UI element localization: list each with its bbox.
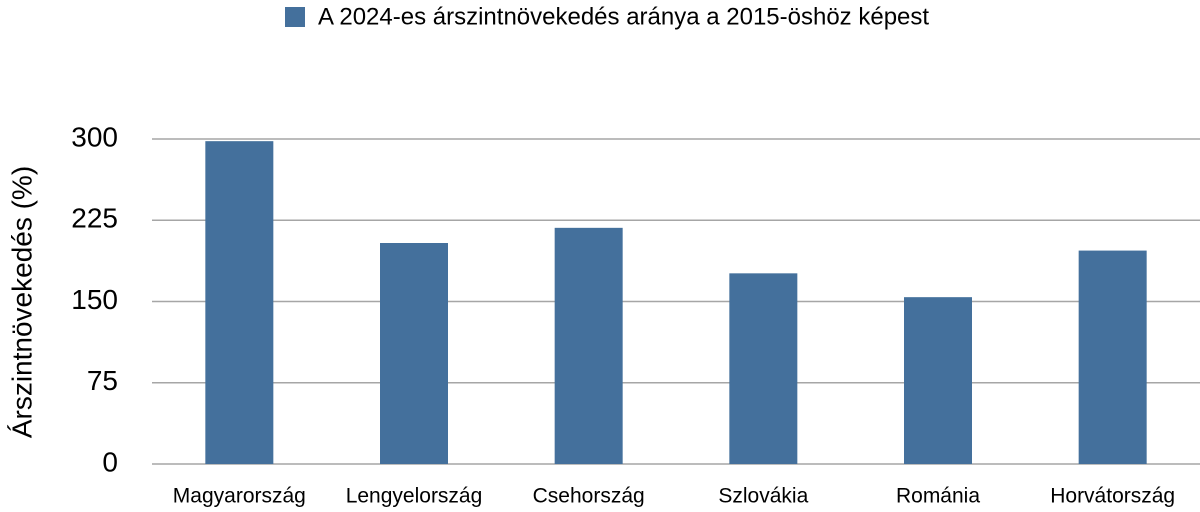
y-axis-title: Árszintnövekedés (%) bbox=[6, 166, 37, 438]
bar bbox=[380, 243, 448, 464]
y-tick-label: 75 bbox=[87, 365, 118, 396]
x-tick-label: Szlovákia bbox=[718, 485, 808, 508]
y-tick-label: 150 bbox=[71, 284, 118, 315]
bar bbox=[205, 141, 274, 464]
bar bbox=[554, 227, 623, 464]
bar bbox=[904, 297, 972, 464]
bar bbox=[729, 273, 798, 464]
legend-label: A 2024-es árszintnövekedés aránya a 2015… bbox=[318, 3, 929, 30]
legend-swatch bbox=[285, 7, 305, 27]
bar bbox=[1078, 250, 1147, 464]
x-tick-label: Horvátország bbox=[1050, 485, 1175, 508]
x-tick-label: Lengyelország bbox=[346, 485, 483, 508]
x-tick-label: Csehország bbox=[533, 485, 645, 508]
x-tick-label: Románia bbox=[896, 485, 980, 508]
y-tick-label: 225 bbox=[71, 203, 118, 234]
x-tick-label: Magyarország bbox=[173, 485, 306, 508]
y-tick-label: 300 bbox=[71, 121, 118, 152]
y-tick-label: 0 bbox=[102, 446, 118, 477]
